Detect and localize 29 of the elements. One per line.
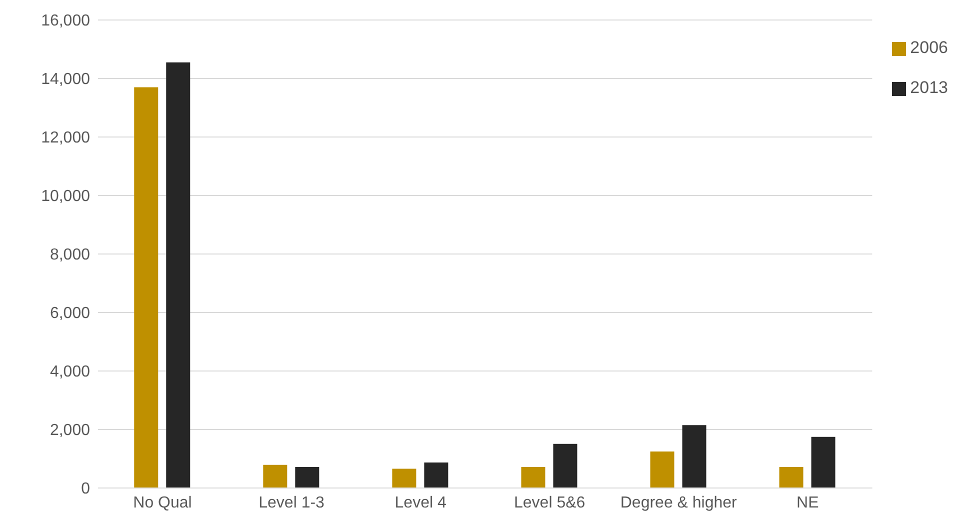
bar (166, 62, 190, 488)
bar (134, 87, 158, 488)
legend-label: 2006 (910, 38, 948, 57)
y-tick-label: 16,000 (41, 12, 90, 30)
bar (295, 466, 320, 488)
x-tick-label: Degree & higher (620, 494, 738, 512)
y-tick-label: 10,000 (41, 188, 90, 206)
y-tick-label: 2,000 (50, 422, 90, 440)
x-tick-label: Level 1-3 (258, 494, 325, 512)
x-tick-label: Level 5&6 (514, 494, 586, 512)
bar (811, 436, 836, 488)
y-tick-label: 14,000 (41, 71, 90, 88)
bar (263, 464, 288, 488)
bar (424, 462, 448, 488)
y-tick-label: 6,000 (50, 305, 90, 322)
y-tick-label: 0 (81, 480, 90, 498)
bar (650, 451, 674, 488)
x-tick-label: Level 4 (394, 494, 446, 512)
legend-label: 2013 (910, 78, 948, 97)
y-tick-label: 12,000 (41, 130, 90, 147)
bar (682, 425, 706, 488)
bar (553, 444, 578, 488)
y-tick-label: 8,000 (50, 246, 90, 264)
y-tick-label: 4,000 (50, 364, 90, 381)
bar (521, 466, 546, 488)
bar (392, 468, 416, 488)
x-tick-label: NE (796, 494, 819, 512)
x-tick-label: No Qual (133, 494, 192, 512)
bar (779, 466, 804, 488)
